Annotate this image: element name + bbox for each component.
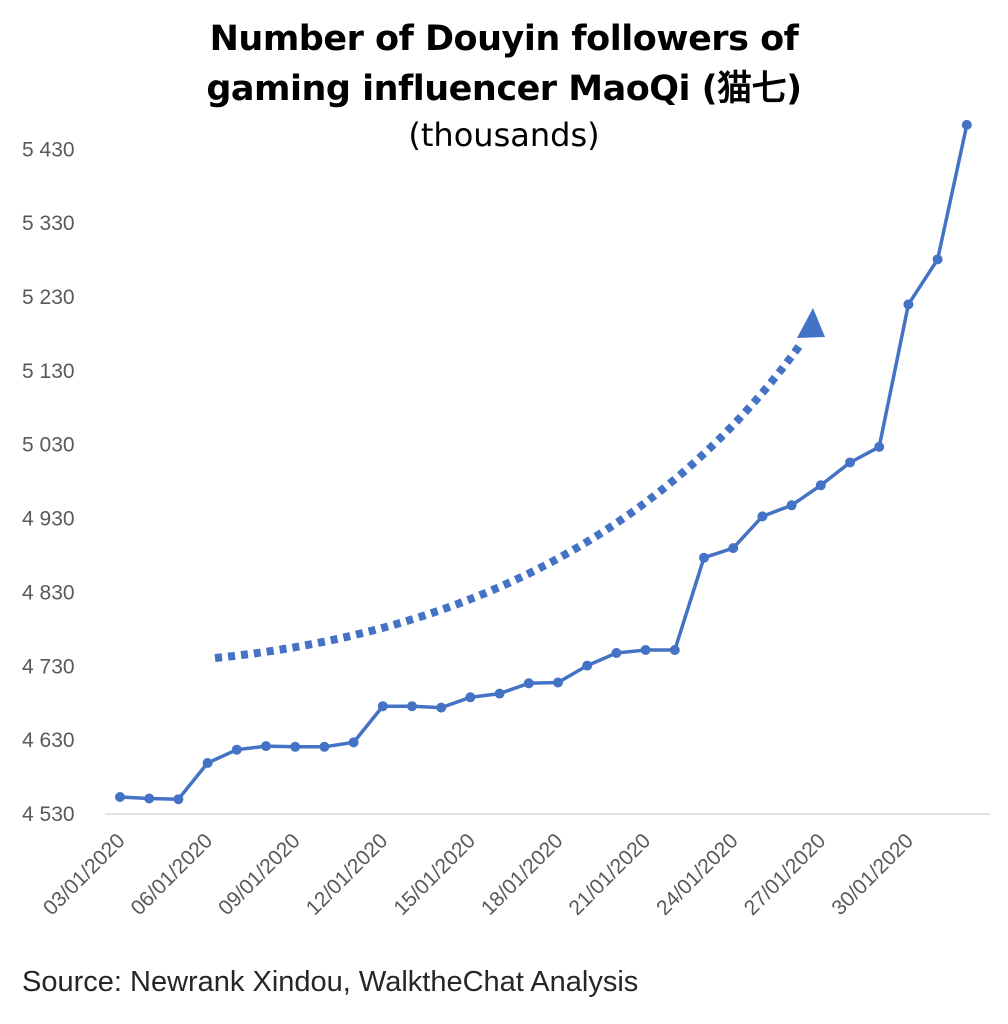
data-point xyxy=(815,480,826,491)
y-tick-label: 4 530 xyxy=(22,803,75,826)
y-axis: 4 530 4 630 4 730 4 830 4 930 5 030 5 130 5 230… xyxy=(22,138,75,826)
data-point xyxy=(669,645,680,655)
data-point xyxy=(582,660,593,671)
y-tick-label: 5 130 xyxy=(22,360,75,383)
x-tick-label: 30/01/2020 xyxy=(827,829,918,920)
x-tick-label: 12/01/2020 xyxy=(302,829,393,920)
data-point xyxy=(845,457,855,468)
x-tick-label: 24/01/2020 xyxy=(652,829,743,920)
data-point xyxy=(319,741,330,752)
series-group xyxy=(115,119,972,805)
data-point xyxy=(290,741,301,752)
data-point xyxy=(465,692,476,703)
y-tick-label: 5 330 xyxy=(22,212,75,235)
x-tick-label: 21/01/2020 xyxy=(565,829,656,920)
trend-arrow-head xyxy=(797,308,825,338)
x-tick-label: 03/01/2020 xyxy=(39,829,130,920)
data-point xyxy=(173,794,184,805)
data-point xyxy=(202,758,213,768)
data-point xyxy=(436,702,447,713)
chart-subtitle: (thousands) xyxy=(408,116,600,154)
data-point xyxy=(611,648,622,658)
data-point xyxy=(961,119,972,130)
data-point xyxy=(728,543,739,554)
y-tick-label: 5 230 xyxy=(22,286,75,309)
data-point xyxy=(144,793,155,804)
data-point xyxy=(348,737,359,748)
y-tick-label: 5 030 xyxy=(22,434,75,457)
data-point xyxy=(231,744,242,755)
data-point xyxy=(640,645,651,655)
data-point xyxy=(377,701,388,712)
data-point xyxy=(932,254,943,265)
data-point xyxy=(874,441,885,452)
trend-arrow-shaft xyxy=(214,342,804,662)
data-point xyxy=(553,677,563,688)
y-tick-label: 4 930 xyxy=(22,508,75,531)
data-point xyxy=(494,688,505,699)
y-tick-label: 4 730 xyxy=(22,655,75,678)
chart-title-line-1: Number of Douyin followers of xyxy=(209,19,799,59)
y-tick-label: 4 630 xyxy=(22,729,75,752)
data-point xyxy=(786,500,797,511)
trend-arrow xyxy=(214,308,825,662)
x-tick-label: 18/01/2020 xyxy=(477,829,568,920)
line-chart: 4 530 4 630 4 730 4 830 4 930 5 030 5 130 5 230… xyxy=(22,119,990,920)
chart-title-line-2: gaming influencer MaoQi (猫七) xyxy=(206,69,802,109)
y-tick-label: 4 830 xyxy=(22,581,75,604)
chart-title-block: Number of Douyin followers of gaming inf… xyxy=(0,14,1008,156)
data-point xyxy=(523,678,534,689)
data-point xyxy=(261,741,271,752)
x-axis: 03/01/202006/01/202009/01/202012/01/2020… xyxy=(39,829,918,920)
data-point xyxy=(757,511,768,522)
series-line xyxy=(119,124,969,801)
x-tick-label: 15/01/2020 xyxy=(389,829,480,920)
data-point xyxy=(115,792,125,802)
data-point xyxy=(407,701,417,712)
x-tick-label: 27/01/2020 xyxy=(740,829,831,920)
y-tick-label: 5 430 xyxy=(22,138,75,161)
data-point xyxy=(903,299,914,310)
source-note: Source: Newrank Xindou, WalktheChat Anal… xyxy=(22,966,639,998)
x-tick-label: 06/01/2020 xyxy=(127,829,218,920)
data-point xyxy=(699,552,709,563)
x-tick-label: 09/01/2020 xyxy=(214,829,305,920)
